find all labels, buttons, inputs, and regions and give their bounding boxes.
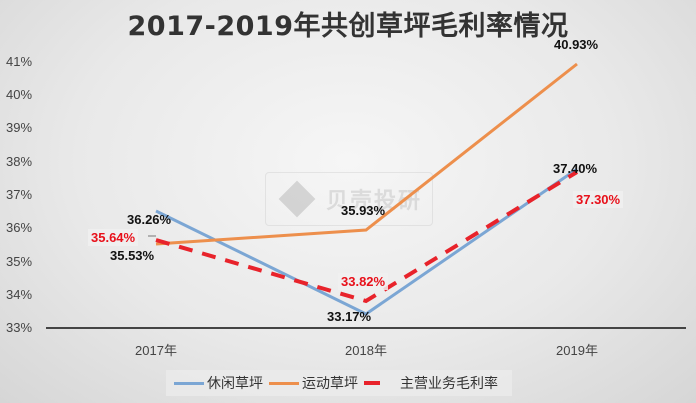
legend-item-sports-turf[interactable]: 运动草坪 — [269, 373, 358, 393]
data-label: 40.93% — [554, 37, 599, 52]
y-tick: 39% — [6, 120, 33, 135]
legend-label: 运动草坪 — [302, 375, 358, 391]
series-line-leisure-turf — [155, 167, 578, 316]
data-label: 33.17% — [327, 309, 372, 324]
y-tick: 35% — [6, 254, 33, 269]
series-line-main-business-margin — [155, 170, 579, 304]
y-tick: 34% — [6, 287, 33, 302]
legend-label: 休闲草坪 — [207, 375, 263, 391]
series-line-sports-turf — [155, 62, 578, 246]
legend-item-main-business-margin[interactable]: 主营业务毛利率 — [364, 373, 498, 393]
y-tick: 33% — [6, 320, 33, 335]
watermark: 贝壳投研 — [265, 172, 433, 226]
y-tick: 38% — [6, 154, 33, 169]
legend-label: 主营业务毛利率 — [400, 375, 498, 391]
y-tick: 36% — [6, 220, 33, 235]
x-tick: 2017年 — [135, 343, 177, 358]
data-label: 33.82% — [338, 273, 389, 290]
legend-item-leisure-turf[interactable]: 休闲草坪 — [174, 373, 263, 393]
data-label: 35.93% — [341, 203, 386, 218]
data-label: 37.30% — [573, 191, 624, 208]
data-label: 37.40% — [553, 161, 598, 176]
data-label: 35.53% — [110, 248, 155, 263]
legend-swatch-icon — [364, 381, 380, 385]
data-label: 36.26% — [127, 212, 172, 227]
y-tick: 41% — [6, 54, 33, 69]
chart-title: 2017-2019年共创草坪毛利率情况 — [127, 11, 569, 42]
data-label: 35.64% — [88, 229, 139, 246]
x-tick: 2019年 — [556, 343, 598, 358]
y-tick: 37% — [6, 187, 33, 202]
legend-swatch-icon — [269, 381, 299, 385]
legend: 休闲草坪 运动草坪 主营业务毛利率 — [166, 370, 512, 396]
legend-swatch-icon — [174, 381, 204, 385]
x-tick: 2018年 — [345, 343, 387, 358]
y-tick: 40% — [6, 87, 33, 102]
